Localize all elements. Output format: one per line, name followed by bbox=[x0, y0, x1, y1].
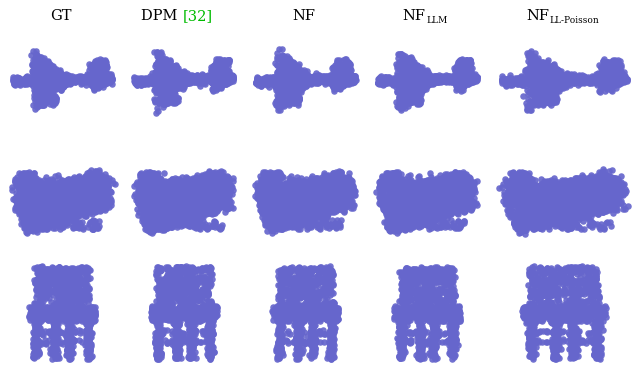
Text: NF: NF bbox=[292, 9, 316, 23]
Text: LL-Poisson: LL-Poisson bbox=[550, 16, 600, 25]
Text: NF: NF bbox=[403, 9, 426, 23]
Text: NF: NF bbox=[526, 9, 549, 23]
Text: DPM: DPM bbox=[141, 9, 182, 23]
Text: GT: GT bbox=[50, 9, 72, 23]
Text: [32]: [32] bbox=[182, 9, 212, 23]
Text: LLM: LLM bbox=[426, 16, 447, 25]
